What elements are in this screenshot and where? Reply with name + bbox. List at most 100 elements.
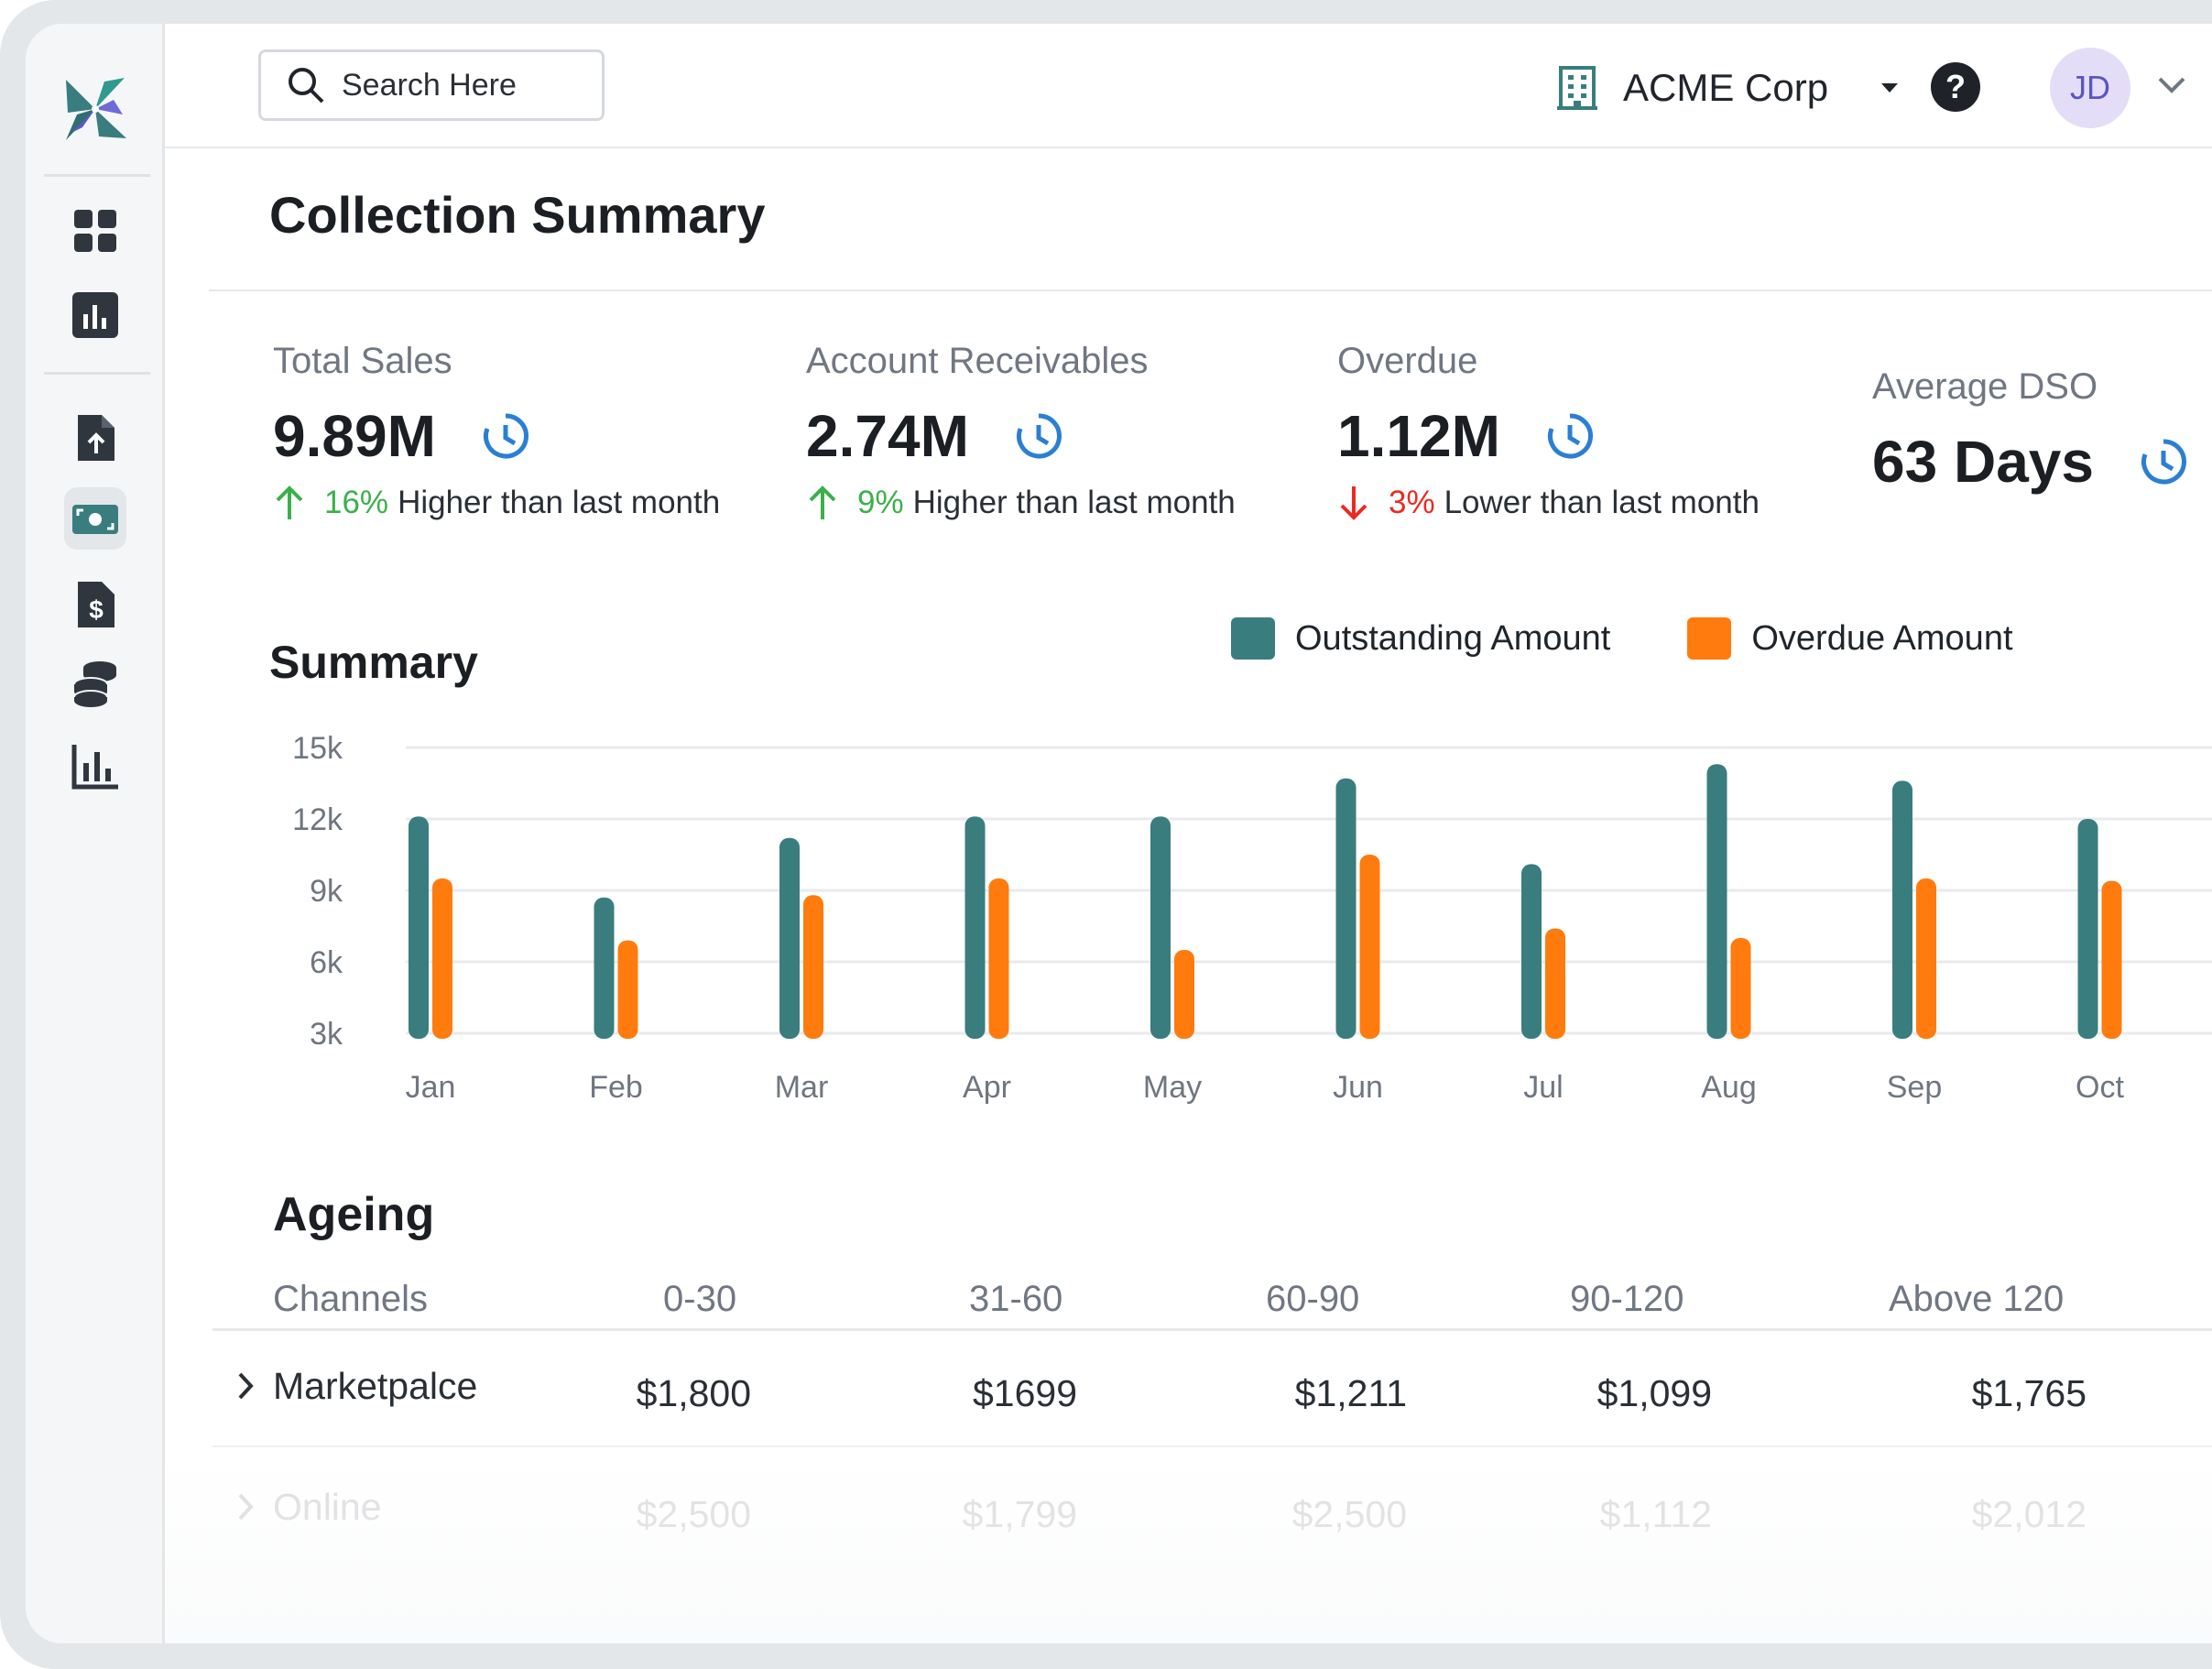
svg-text:$: $ [89, 595, 104, 624]
help-button[interactable]: ? [1931, 62, 1980, 112]
sidebar-item-invoice-upload[interactable] [64, 407, 126, 469]
sidebar-divider [44, 174, 150, 177]
table-row[interactable]: Online $2,500 $1,799 $2,500 $1,112 $2,01… [26, 1453, 2212, 1544]
bar-overdue-aug[interactable] [1730, 938, 1751, 1039]
bar-overdue-feb[interactable] [617, 940, 638, 1039]
x-tick-label: Aug [1701, 1070, 1757, 1105]
user-avatar[interactable]: JD [2050, 48, 2130, 128]
table-row[interactable]: Marketpalce $1,800 $1699 $1,211 $1,099 $… [26, 1332, 2212, 1424]
kpi-change-pct: 9% [857, 485, 904, 520]
kpi-change-text: Higher than last month [398, 485, 721, 520]
bar-outstanding-mar[interactable] [779, 837, 800, 1039]
x-tick-label: Feb [589, 1070, 643, 1105]
refresh-clock-icon[interactable] [1544, 410, 1596, 462]
invoice-upload-icon [78, 415, 114, 461]
legend-item-outstanding[interactable]: Outstanding Amount [1231, 617, 1610, 660]
y-tick-label: 3k [310, 1017, 343, 1052]
amount-31-60: $1,799 [962, 1493, 1077, 1535]
bar-outstanding-jul[interactable] [1521, 864, 1542, 1039]
sidebar-item-collections[interactable] [64, 652, 126, 715]
x-tick-label: Jun [1333, 1070, 1383, 1105]
divider [209, 289, 2212, 291]
kpi-average-dso: Average DSO 63 Days [1872, 366, 2189, 496]
legend-swatch [1687, 617, 1732, 660]
chevron-down-icon[interactable] [2156, 75, 2187, 95]
sidebar-item-dashboard[interactable] [64, 200, 126, 262]
bar-overdue-jul[interactable] [1545, 928, 1565, 1039]
bar-outstanding-oct[interactable] [2077, 819, 2098, 1039]
y-tick-label: 9k [310, 874, 343, 909]
x-tick-label: Jul [1523, 1070, 1563, 1105]
arrow-down-icon [1340, 486, 1368, 520]
column-header: 60-90 [1266, 1279, 1360, 1319]
org-switcher[interactable]: ACME Corp [1555, 60, 1900, 115]
table-divider [212, 1328, 2212, 1331]
y-tick-label: 15k [292, 731, 343, 766]
bar-overdue-oct[interactable] [2101, 880, 2122, 1039]
amount-above-120: $1,765 [1971, 1372, 2087, 1414]
bar-outstanding-jun[interactable] [1335, 778, 1357, 1039]
bar-overdue-mar[interactable] [803, 895, 823, 1039]
bar-overdue-jan[interactable] [432, 878, 452, 1039]
kpi-value: 63 Days [1872, 429, 2094, 495]
y-tick-label: 12k [292, 802, 343, 837]
chevron-right-icon[interactable] [233, 1369, 258, 1403]
column-header: 0-30 [663, 1279, 737, 1319]
x-tick-label: Jan [406, 1070, 456, 1105]
bar-overdue-may[interactable] [1174, 950, 1194, 1039]
x-tick-label: Apr [963, 1070, 1011, 1105]
report-chart-icon [72, 292, 118, 338]
x-tick-label: May [1143, 1070, 1202, 1105]
amount-0-30: $1,800 [636, 1372, 751, 1414]
amount-90-120: $1,099 [1596, 1372, 1712, 1414]
x-tick-label: Sep [1887, 1070, 1943, 1105]
bar-outstanding-jan[interactable] [409, 816, 429, 1039]
org-name: ACME Corp [1623, 66, 1829, 109]
caret-down-icon [1881, 83, 1899, 93]
amount-0-30: $2,500 [636, 1493, 751, 1535]
refresh-clock-icon[interactable] [2138, 436, 2189, 487]
bar-outstanding-sep[interactable] [1892, 780, 1912, 1039]
kpi-change-pct: 16% [324, 485, 389, 520]
column-header: 90-120 [1570, 1279, 1684, 1319]
amount-above-120: $2,012 [1971, 1493, 2087, 1535]
kpi-label: Total Sales [273, 341, 452, 381]
legend-item-overdue[interactable]: Overdue Amount [1687, 617, 2013, 660]
bar-outstanding-may[interactable] [1150, 816, 1171, 1039]
chevron-right-icon[interactable] [233, 1489, 258, 1524]
bar-outstanding-apr[interactable] [964, 816, 986, 1039]
bar-overdue-sep[interactable] [1916, 878, 1936, 1039]
app-logo-icon[interactable] [59, 72, 132, 146]
sidebar-item-billing[interactable]: $ [64, 573, 126, 636]
kpi-change-text: Higher than last month [912, 485, 1236, 520]
arrow-up-icon [809, 485, 836, 519]
column-header: Channels [273, 1279, 429, 1319]
sidebar-item-reports[interactable] [64, 284, 126, 346]
column-header: 31-60 [969, 1279, 1063, 1319]
bar-overdue-jun[interactable] [1359, 855, 1380, 1039]
sidebar-item-payments[interactable] [64, 487, 126, 550]
legend-swatch [1231, 617, 1275, 660]
refresh-clock-icon[interactable] [1013, 410, 1064, 462]
kpi-account-receivables: Account Receivables 2.74M 9% Higher than… [806, 341, 1236, 521]
search-box[interactable] [258, 49, 605, 121]
legend-label: Overdue Amount [1751, 618, 2013, 658]
channel-name: Online [273, 1486, 382, 1528]
channel-name: Marketpalce [273, 1365, 478, 1407]
search-input[interactable] [342, 67, 580, 104]
bar-overdue-apr[interactable] [988, 878, 1009, 1039]
bar-outstanding-aug[interactable] [1706, 764, 1727, 1039]
refresh-clock-icon[interactable] [480, 410, 531, 462]
kpi-value: 9.89M [273, 403, 436, 469]
sidebar-divider [44, 372, 150, 375]
y-tick-label: 6k [310, 945, 343, 980]
bar-outstanding-feb[interactable] [594, 897, 615, 1039]
dashboard-grid-icon [74, 210, 116, 252]
kpi-total-sales: Total Sales 9.89M 16% Higher than last m… [273, 341, 720, 521]
sidebar-item-analytics[interactable] [64, 735, 126, 797]
kpi-overdue: Overdue 1.12M 3% Lower than last month [1337, 341, 1760, 521]
search-icon [289, 68, 324, 104]
amount-60-90: $1,211 [1294, 1372, 1407, 1414]
page-title: Collection Summary [269, 186, 766, 244]
analytics-bar-icon [71, 745, 118, 790]
